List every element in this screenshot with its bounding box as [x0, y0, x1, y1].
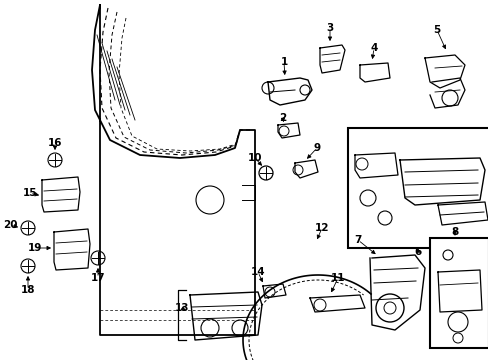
Text: 4: 4 [369, 43, 377, 53]
Text: 19: 19 [28, 243, 42, 253]
Text: 2: 2 [279, 113, 286, 123]
Text: 8: 8 [450, 227, 458, 237]
Text: 3: 3 [325, 23, 333, 33]
Text: 20: 20 [3, 220, 17, 230]
Text: 17: 17 [90, 273, 105, 283]
Text: 15: 15 [23, 188, 37, 198]
Bar [347, 128, 488, 248]
Text: 16: 16 [48, 138, 62, 148]
Bar [429, 238, 488, 348]
Text: 14: 14 [250, 267, 265, 277]
Text: 9: 9 [313, 143, 320, 153]
Text: 13: 13 [174, 303, 189, 313]
Text: 10: 10 [247, 153, 262, 163]
Text: 7: 7 [354, 235, 361, 245]
Text: 18: 18 [20, 285, 35, 295]
Text: 12: 12 [314, 223, 328, 233]
Text: 1: 1 [280, 57, 287, 67]
Text: 5: 5 [432, 25, 440, 35]
Text: 11: 11 [330, 273, 345, 283]
Text: 6: 6 [413, 247, 421, 257]
